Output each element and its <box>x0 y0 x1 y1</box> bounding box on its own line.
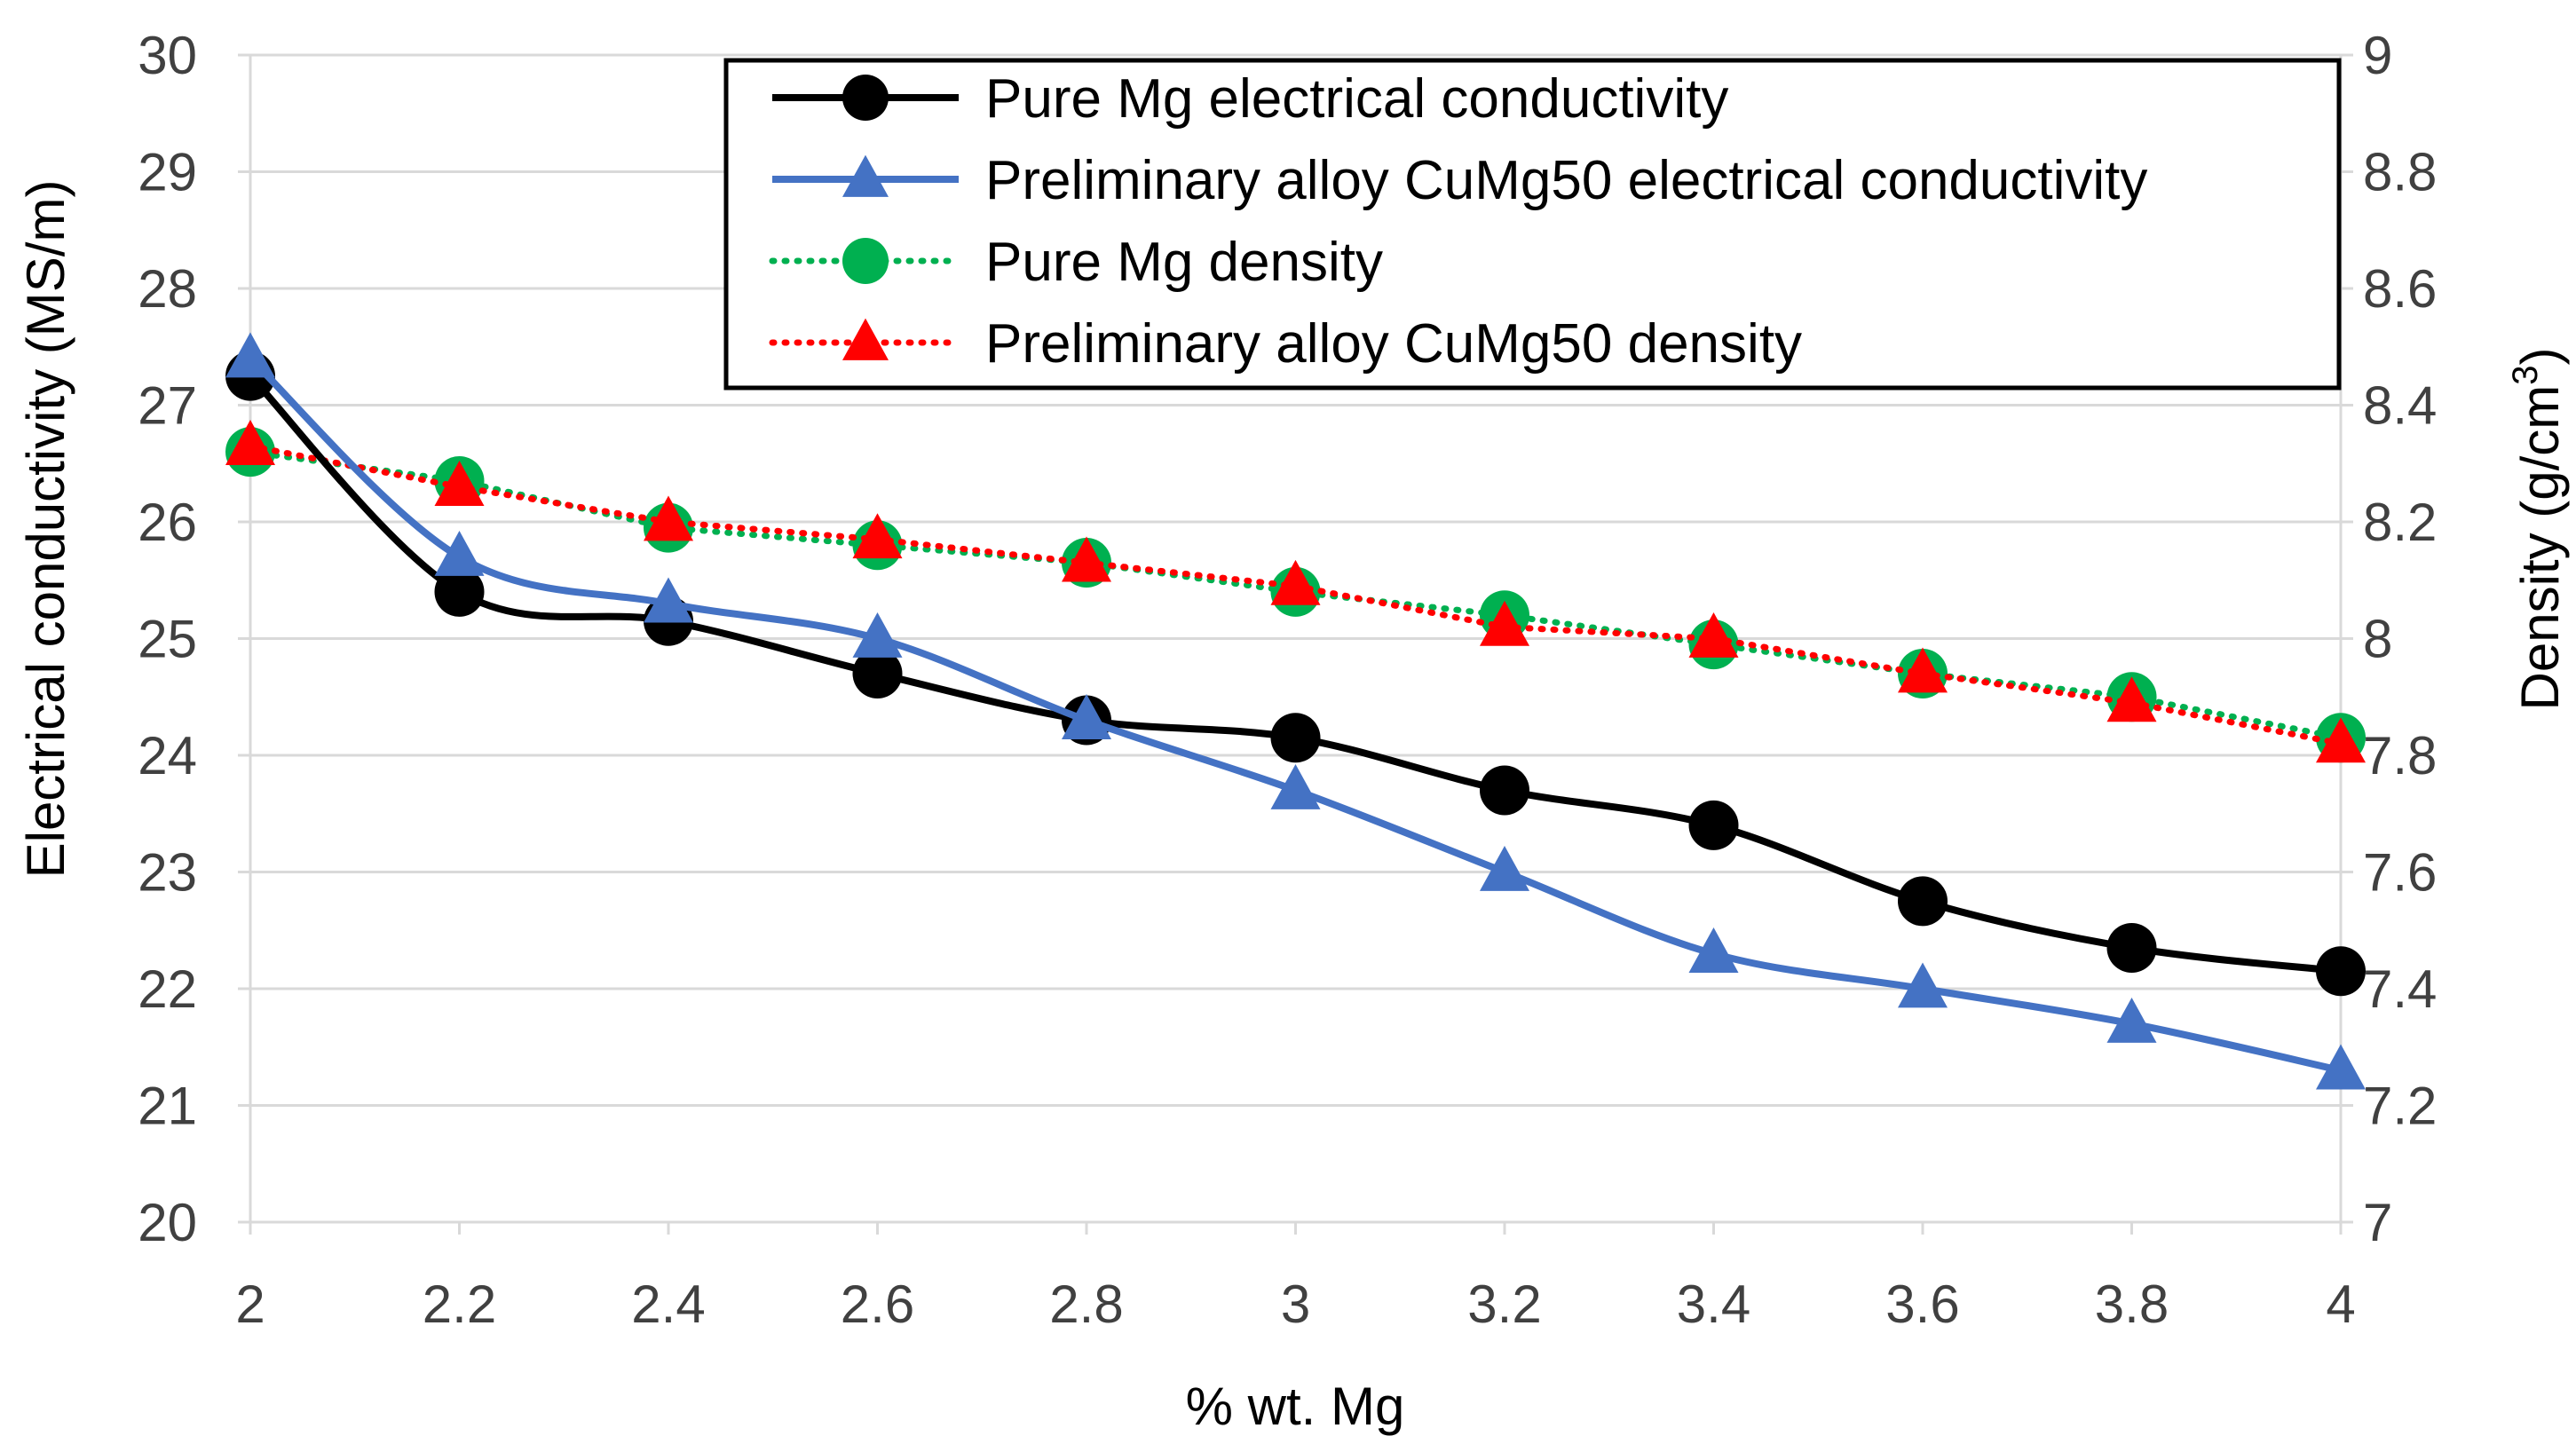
x-tick-label: 2.4 <box>631 1274 705 1334</box>
data-point <box>1480 765 1529 816</box>
left-tick-label: 24 <box>138 726 197 785</box>
x-tick-label: 3.2 <box>1467 1274 1541 1334</box>
legend: Pure Mg electrical conductivity Prelimina… <box>723 58 2342 391</box>
legend-marker <box>842 75 889 121</box>
data-point <box>2316 946 2366 997</box>
legend-entry-2: Pure Mg density <box>769 232 1383 293</box>
x-tick-label: 2.8 <box>1049 1274 1123 1334</box>
left-tick-label: 28 <box>138 259 197 319</box>
right-tick-label: 7 <box>2363 1193 2392 1252</box>
right-axis-label-superscript: 3 <box>2506 365 2545 384</box>
series-0 <box>225 351 2366 997</box>
data-point <box>2106 997 2157 1043</box>
data-point <box>434 530 485 576</box>
right-tick-label: 7.2 <box>2363 1077 2437 1136</box>
left-tick-label: 23 <box>138 843 197 903</box>
legend-marker <box>842 154 889 197</box>
series-line <box>248 373 2342 975</box>
data-point <box>852 513 903 559</box>
left-axis-ticks: 20 21 22 23 24 25 26 27 28 29 30 <box>138 26 197 1252</box>
x-tick-label: 3.6 <box>1885 1274 1959 1334</box>
data-point <box>1270 713 1321 763</box>
legend-label: Pure Mg electrical conductivity <box>985 68 1728 130</box>
left-tick-label: 26 <box>138 493 197 552</box>
data-point <box>852 648 903 698</box>
right-tick-label: 8.8 <box>2363 143 2437 202</box>
right-axis-label-main: Density (g/cm <box>2510 385 2570 711</box>
right-axis-ticks: 7 7.2 7.4 7.6 7.8 8 8.2 8.4 8.6 8.8 9 <box>2363 26 2437 1252</box>
axes <box>238 53 2353 1235</box>
data-point <box>434 461 485 506</box>
left-tick-label: 20 <box>138 1193 197 1252</box>
right-tick-label: 8.2 <box>2363 493 2437 552</box>
series-group <box>225 332 2366 1090</box>
data-point <box>1898 647 1948 693</box>
legend-marker <box>842 238 889 284</box>
right-axis-label: Density (g/cm3) <box>2506 348 2570 711</box>
data-point <box>644 495 693 541</box>
right-tick-label: 9 <box>2363 26 2392 85</box>
legend-label: Preliminary alloy CuMg50 electrical cond… <box>985 150 2147 211</box>
x-tick-label: 3 <box>1281 1274 1310 1334</box>
x-tick-label: 3.4 <box>1677 1274 1750 1334</box>
x-tick-label: 2 <box>235 1274 265 1334</box>
left-tick-label: 25 <box>138 610 197 669</box>
data-point <box>2106 676 2157 722</box>
x-axis-label: % wt. Mg <box>1186 1377 1405 1436</box>
data-point <box>852 612 903 658</box>
left-axis-label: Electrical conductivity (MS/m) <box>16 180 75 879</box>
data-point <box>2106 922 2157 973</box>
left-tick-label: 22 <box>138 959 197 1019</box>
data-point <box>1898 876 1948 927</box>
left-tick-label: 30 <box>138 26 197 85</box>
legend-box <box>723 58 2342 391</box>
right-tick-label: 8 <box>2363 610 2392 669</box>
data-point <box>225 420 275 465</box>
series-1 <box>225 332 2366 1090</box>
data-point <box>1062 536 1111 582</box>
right-tick-label: 8.4 <box>2363 376 2437 436</box>
left-tick-label: 27 <box>138 376 197 436</box>
legend-label: Pure Mg density <box>985 232 1383 293</box>
right-tick-label: 8.6 <box>2363 259 2437 319</box>
right-tick-label: 7.6 <box>2363 843 2437 903</box>
data-point <box>644 577 693 623</box>
legend-marker <box>842 318 889 360</box>
data-point <box>2316 717 2366 763</box>
x-tick-label: 4 <box>2326 1274 2355 1334</box>
legend-entry-0: Pure Mg electrical conductivity <box>772 68 1728 130</box>
legend-entry-3: Preliminary alloy CuMg50 density <box>769 313 1802 375</box>
data-point <box>1898 962 1948 1008</box>
x-axis-ticks: 2 2.2 2.4 2.6 2.8 3 3.2 3.4 3.6 3.8 4 <box>235 1274 2355 1334</box>
x-tick-label: 2.2 <box>423 1274 496 1334</box>
data-point <box>1480 845 1529 891</box>
data-point <box>1270 559 1321 605</box>
data-point <box>1480 600 1529 646</box>
data-point <box>225 332 275 378</box>
data-point <box>1062 694 1111 739</box>
series-3 <box>225 420 2366 763</box>
data-point <box>1688 612 1739 658</box>
data-point <box>1688 927 1739 973</box>
right-tick-label: 7.8 <box>2363 726 2437 785</box>
legend-entry-1: Preliminary alloy CuMg50 electrical cond… <box>772 150 2147 211</box>
left-tick-label: 21 <box>138 1077 197 1136</box>
data-point <box>434 566 485 617</box>
right-axis-label-close: ) <box>2510 348 2570 366</box>
right-tick-label: 7.4 <box>2363 959 2437 1019</box>
legend-label: Preliminary alloy CuMg50 density <box>985 313 1802 375</box>
x-tick-label: 2.6 <box>841 1274 914 1334</box>
x-tick-label: 3.8 <box>2095 1274 2169 1334</box>
data-point <box>1688 800 1739 850</box>
data-point <box>2316 1044 2366 1090</box>
left-tick-label: 29 <box>138 143 197 202</box>
data-point <box>1270 763 1321 809</box>
